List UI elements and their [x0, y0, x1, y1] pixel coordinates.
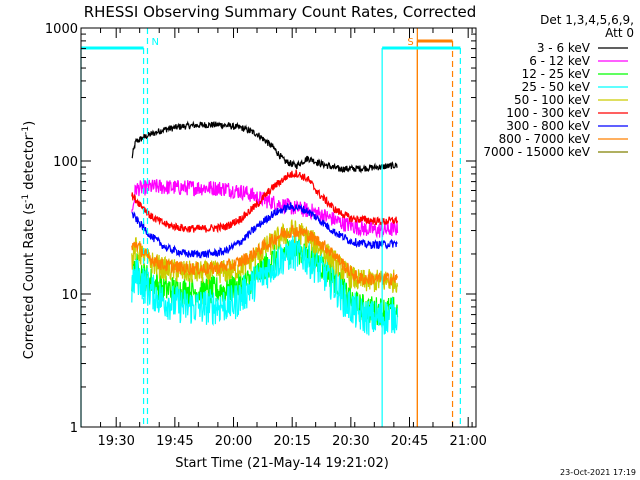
- marker-s-label: S: [407, 37, 413, 48]
- series-6-12-kev-line: [131, 178, 399, 239]
- series-12-25-kev-legend-label: 12 - 25 keV: [522, 67, 591, 81]
- series-25-50-kev-legend-label: 25 - 50 keV: [522, 80, 591, 94]
- y-axis-label-sup2: -1: [21, 126, 31, 135]
- series-25-50-kev-line: [131, 235, 399, 336]
- y-tick-label: 100: [53, 155, 78, 170]
- series-300-800-kev-line: [131, 201, 398, 259]
- x-tick-label: 19:45: [156, 434, 193, 449]
- x-tick-label: 20:15: [273, 434, 310, 449]
- x-axis-label: Start Time (21-May-14 19:21:02): [175, 456, 389, 471]
- y-tick-label: 1000: [45, 22, 78, 37]
- series-50-100-kev-legend-label: 50 - 100 keV: [514, 93, 591, 107]
- series-100-300-kev-line: [131, 169, 399, 234]
- series-3-6-kev-line: [131, 120, 398, 174]
- series-50-100-kev-line: [131, 219, 399, 293]
- y-axis-label-end: ): [22, 121, 37, 126]
- timestamp: 23-Oct-2021 17:19: [560, 468, 636, 477]
- x-tick-label: 21:00: [449, 434, 486, 449]
- series-100-300-kev-legend-label: 100 - 300 keV: [506, 106, 590, 120]
- y-tick-label: 1: [70, 421, 78, 436]
- series-6-12-kev-legend-label: 6 - 12 keV: [529, 54, 591, 68]
- axis-layer: 1 10 100 1000 19:30 19:45 20:00 20:15 20:30 20:45…: [45, 22, 487, 449]
- x-tick-label: 20:45: [391, 434, 428, 449]
- series-7000-15000-kev-legend-label: 7000 - 15000 keV: [483, 145, 590, 159]
- y-tick-label: 10: [61, 288, 78, 303]
- series-800-7000-kev-line: [131, 224, 399, 287]
- series-300-800-kev-legend-label: 300 - 800 keV: [506, 119, 590, 133]
- legend-header-line-2: Att 0: [605, 26, 634, 40]
- series-800-7000-kev-legend-label: 800 - 7000 keV: [499, 132, 591, 146]
- x-tick-label: 20:30: [332, 434, 369, 449]
- y-axis-label-mid: detector: [22, 134, 37, 194]
- series-3-6-kev-legend-label: 3 - 6 keV: [537, 41, 591, 55]
- marker-n-label: N: [151, 37, 158, 48]
- x-tick-label: 19:30: [97, 434, 134, 449]
- plot-frame: [80, 27, 477, 428]
- series-layer: [131, 120, 399, 336]
- chart-title: RHESSI Observing Summary Count Rates, Co…: [84, 3, 477, 21]
- y-axis-label-sup1: -1: [21, 194, 31, 203]
- y-axis-label-main: Corrected Count Rate (s: [22, 203, 37, 360]
- y-axis-label: Corrected Count Rate (s-1 detector-1): [21, 121, 37, 359]
- legend-header-line-1: Det 1,3,4,5,6,9,: [540, 13, 634, 27]
- x-tick-label: 20:00: [215, 434, 252, 449]
